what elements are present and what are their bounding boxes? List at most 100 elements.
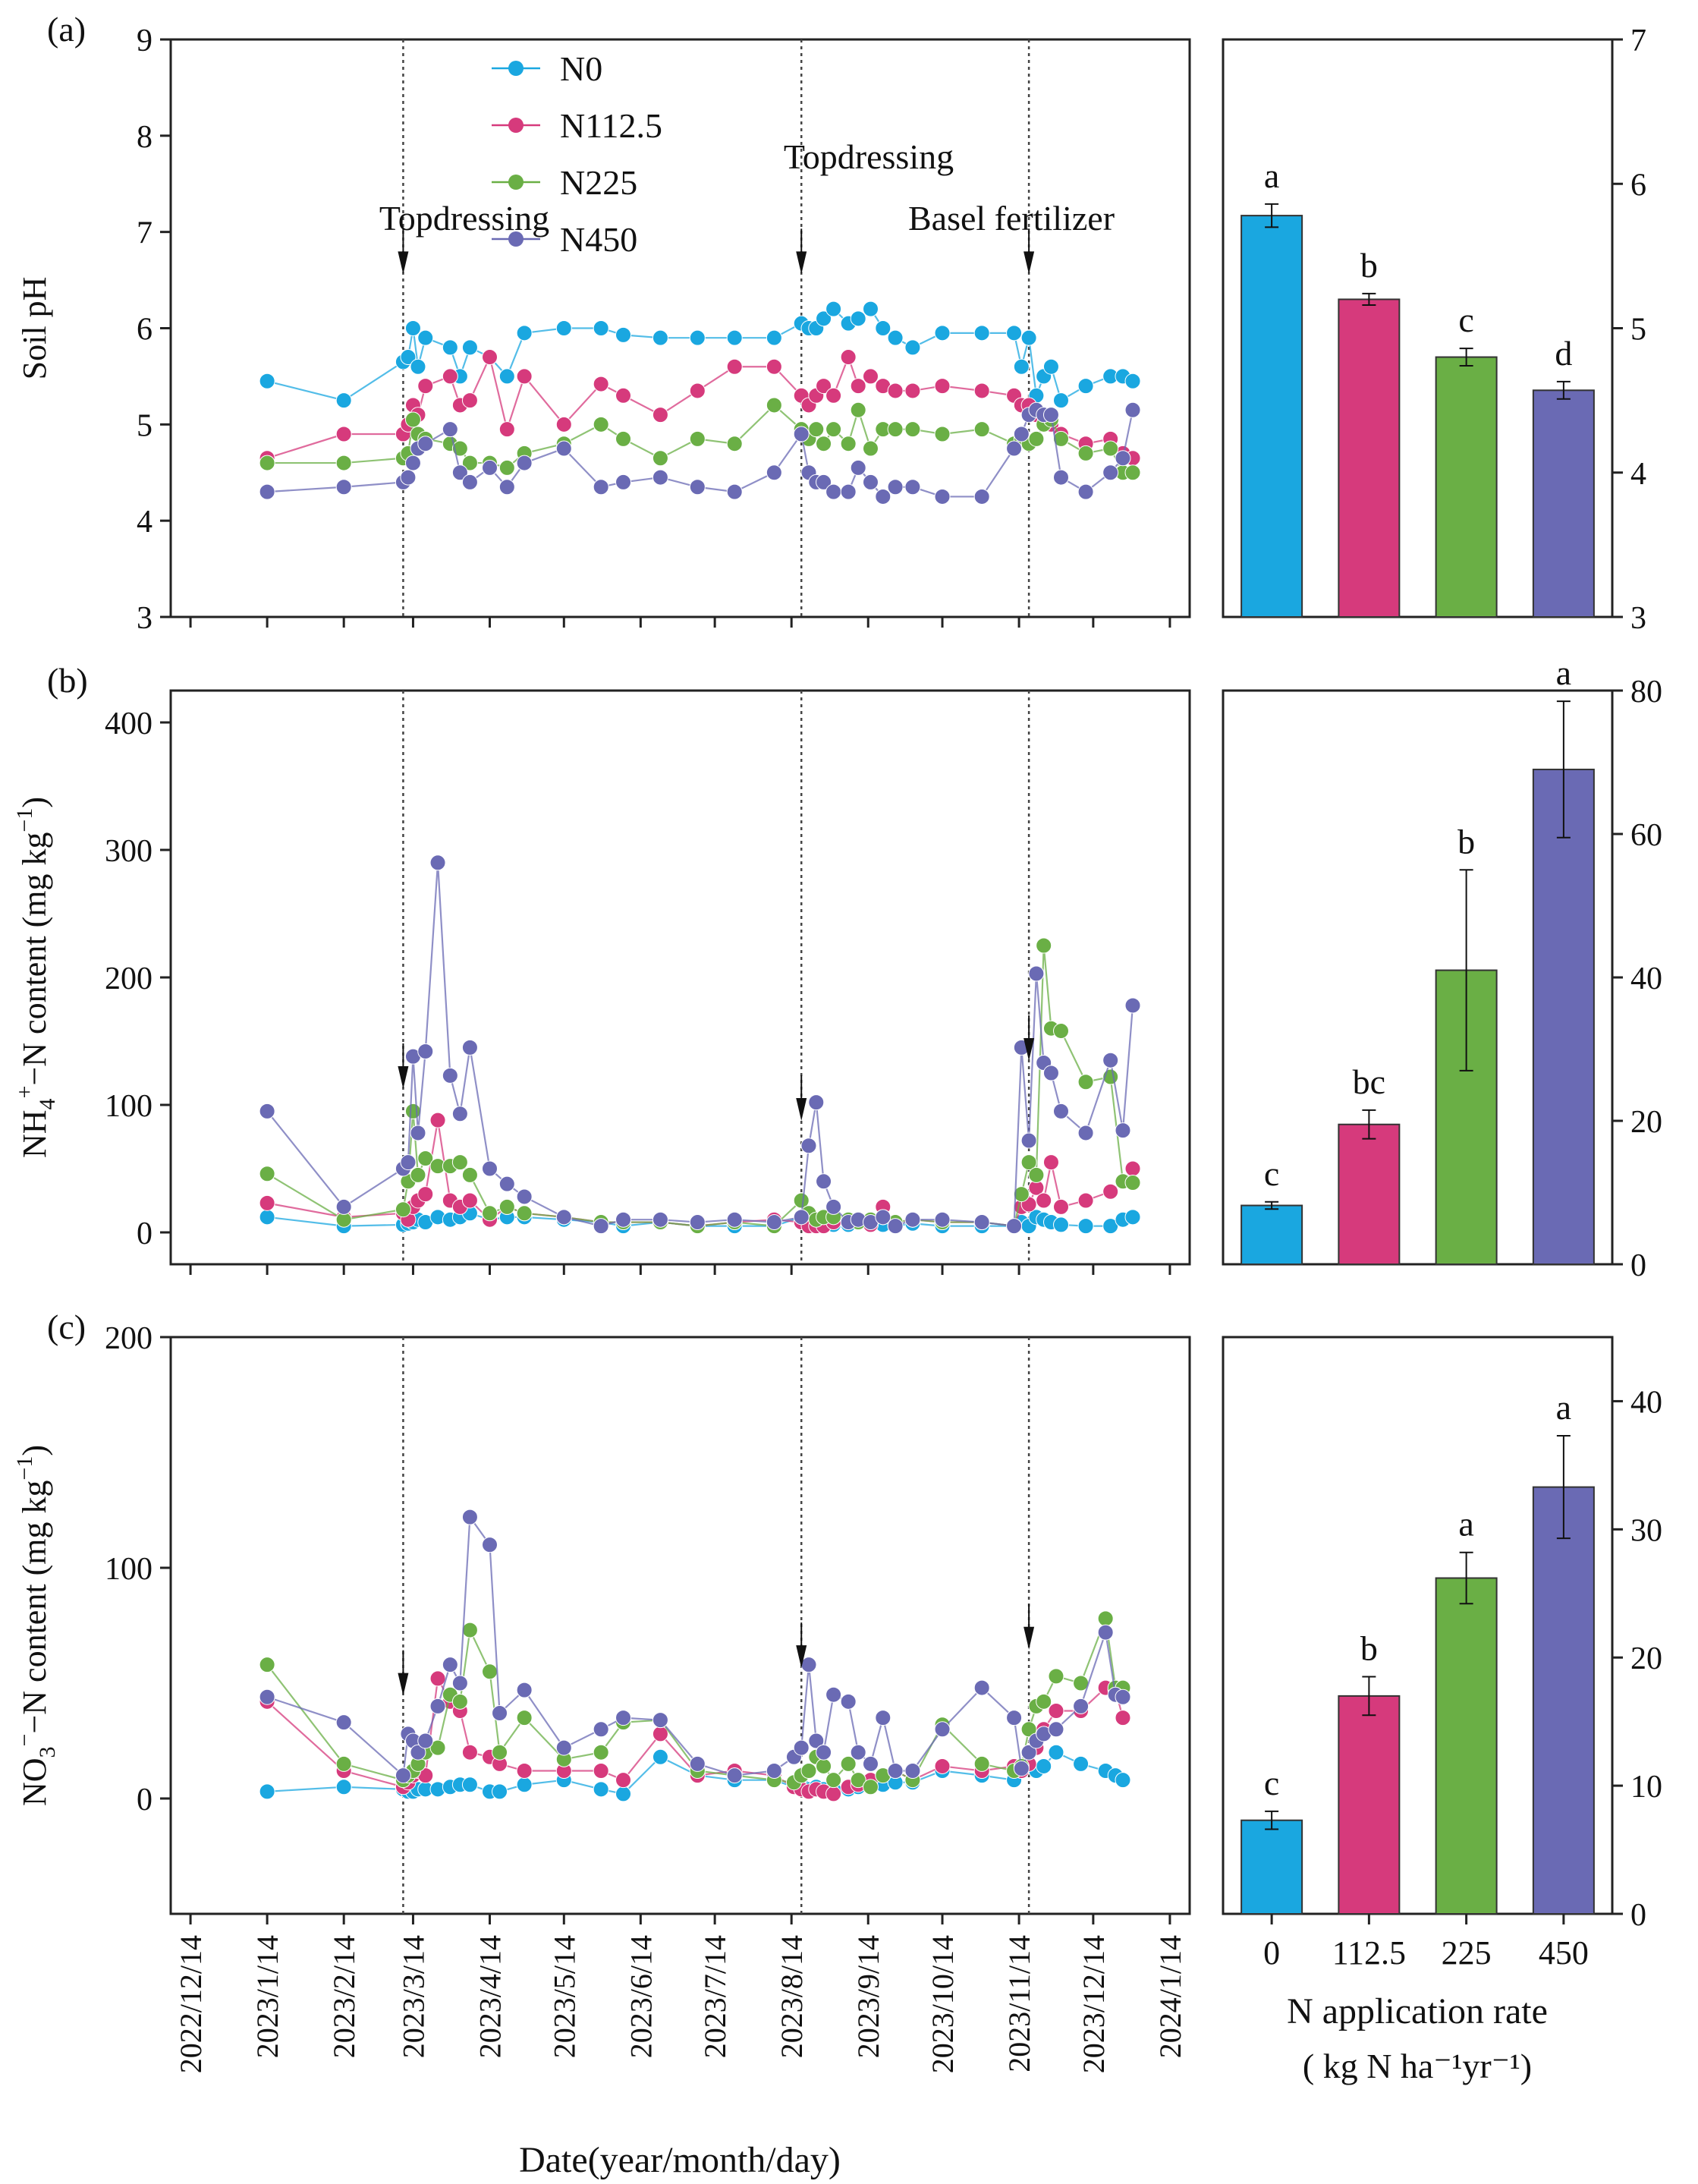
- data-point: [417, 1186, 434, 1203]
- data-point: [887, 479, 904, 496]
- y-tick-label: 300: [105, 834, 153, 869]
- panel-label: (a): [47, 10, 86, 49]
- significance-letter: b: [1457, 822, 1475, 861]
- y-tick-label: 200: [105, 1321, 153, 1356]
- legend: N0 N112.5 N225 N450: [492, 49, 662, 259]
- plot-frame: [169, 38, 1191, 618]
- x-tick-label: 2023/10/14: [926, 1935, 960, 2073]
- data-point: [461, 1509, 478, 1525]
- data-point: [652, 450, 668, 467]
- bar-y-tick-label: 20: [1630, 1105, 1662, 1140]
- data-point: [689, 1755, 706, 1772]
- data-point: [652, 407, 668, 423]
- data-point: [461, 474, 478, 490]
- data-point: [973, 421, 990, 438]
- x-tick-label: 2023/9/14: [851, 1935, 885, 2058]
- data-point: [934, 1211, 951, 1228]
- data-point: [1115, 450, 1131, 467]
- data-point: [973, 1755, 990, 1772]
- data-point: [615, 387, 632, 404]
- data-point: [1077, 1125, 1094, 1141]
- data-point: [555, 440, 572, 457]
- data-point: [816, 310, 832, 327]
- data-point: [461, 1166, 478, 1183]
- data-point: [1052, 1198, 1069, 1215]
- data-point: [1006, 1218, 1023, 1235]
- data-point: [1028, 965, 1045, 982]
- data-point: [259, 373, 275, 389]
- data-point: [516, 1776, 533, 1793]
- data-point: [461, 1039, 478, 1056]
- data-point: [615, 1211, 632, 1228]
- y-tick-label: 9: [137, 24, 153, 58]
- data-point: [766, 464, 782, 481]
- bar-y-tick-label: 4: [1630, 457, 1646, 492]
- bar-N0: [1240, 1204, 1303, 1266]
- significance-letter: c: [1458, 301, 1473, 339]
- data-point: [461, 1776, 478, 1793]
- data-point: [555, 416, 572, 433]
- bar-N450: [1532, 389, 1595, 618]
- event-arrow-icon: [796, 251, 807, 275]
- data-point: [615, 1786, 632, 1802]
- significance-letter: a: [1556, 1388, 1571, 1427]
- bar-y-tick-label: 10: [1630, 1770, 1662, 1805]
- data-point: [1115, 1122, 1131, 1139]
- y-tick-label: 0: [137, 1783, 153, 1817]
- data-point: [840, 1693, 857, 1710]
- data-point: [1077, 1074, 1094, 1090]
- series-line: [266, 1514, 1124, 1777]
- data-point: [482, 349, 498, 366]
- data-point: [652, 1712, 668, 1729]
- data-point: [395, 1201, 411, 1218]
- bar-y-tick-label: 40: [1630, 1385, 1662, 1420]
- data-point: [516, 1205, 533, 1222]
- y-tick-label: 0: [137, 1216, 153, 1251]
- data-point: [498, 368, 515, 385]
- legend-label: N225: [560, 163, 637, 202]
- data-point: [516, 1188, 533, 1205]
- data-point: [593, 1744, 609, 1761]
- data-point: [615, 430, 632, 447]
- data-point: [1020, 1744, 1037, 1761]
- data-point: [726, 1211, 743, 1228]
- significance-letter: d: [1555, 334, 1572, 373]
- panel-label: (b): [47, 661, 88, 700]
- data-point: [482, 1537, 498, 1553]
- data-point: [862, 301, 879, 317]
- data-point: [800, 1138, 817, 1154]
- bar-y-tick-label: 80: [1630, 675, 1662, 710]
- data-point: [1102, 440, 1119, 457]
- data-point: [1020, 1721, 1037, 1738]
- data-point: [417, 329, 434, 346]
- data-point: [400, 469, 417, 486]
- data-point: [1048, 1702, 1064, 1719]
- bar-x-axis-title: N application rate: [1287, 1991, 1548, 2031]
- event-arrow-icon: [398, 1673, 409, 1696]
- significance-letter: a: [1264, 156, 1279, 195]
- data-point: [825, 421, 842, 438]
- data-point: [482, 1205, 498, 1222]
- data-point: [593, 479, 609, 496]
- data-point: [335, 1779, 352, 1795]
- data-point: [259, 1783, 275, 1800]
- data-point: [1124, 464, 1141, 481]
- x-tick-label: 2023/2/14: [327, 1935, 361, 2058]
- legend-marker: [508, 118, 524, 133]
- data-point: [492, 1744, 508, 1761]
- data-point: [410, 1744, 426, 1761]
- data-point: [593, 1721, 609, 1738]
- bar-y-tick-label: 3: [1630, 601, 1646, 636]
- y-tick-label: 6: [137, 313, 153, 348]
- data-point: [429, 1112, 446, 1128]
- bar-category-label: 225: [1442, 1934, 1492, 1972]
- data-point: [1115, 1688, 1131, 1705]
- data-point: [1077, 378, 1094, 395]
- data-point: [555, 1739, 572, 1756]
- data-point: [800, 1763, 817, 1780]
- data-point: [395, 1767, 411, 1784]
- data-point: [816, 378, 832, 395]
- x-tick-label: 2024/1/14: [1153, 1935, 1187, 2058]
- x-tick-label: 2022/12/14: [174, 1935, 208, 2073]
